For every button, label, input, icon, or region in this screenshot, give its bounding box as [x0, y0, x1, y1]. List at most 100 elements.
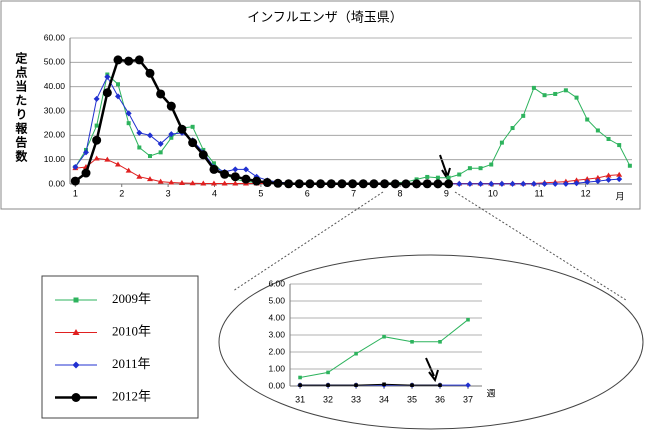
marker — [414, 177, 419, 182]
x-tick-label: 33 — [351, 394, 361, 404]
marker — [104, 156, 111, 162]
y-tick-label: 5.00 — [268, 295, 285, 305]
marker — [168, 131, 175, 138]
marker — [573, 180, 580, 187]
marker — [499, 140, 504, 145]
marker — [114, 93, 121, 100]
marker — [126, 121, 131, 126]
marker — [584, 176, 591, 182]
marker — [102, 88, 112, 98]
legend-marker — [73, 297, 79, 303]
marker — [93, 155, 100, 161]
marker — [382, 334, 386, 339]
y-tick-label: 2.00 — [268, 346, 285, 356]
marker — [166, 101, 176, 111]
x-tick-label: 8 — [398, 188, 403, 198]
marker — [594, 178, 601, 185]
marker — [467, 166, 472, 171]
legend-label: 2010年 — [112, 323, 151, 338]
y-tick-label: 0.00 — [48, 178, 65, 188]
marker — [198, 150, 208, 160]
legend-marker — [71, 393, 81, 402]
marker — [444, 179, 454, 189]
marker — [530, 180, 537, 187]
marker — [456, 180, 463, 187]
marker — [425, 174, 430, 179]
marker — [573, 177, 580, 183]
legend-marker — [72, 329, 80, 335]
marker — [616, 176, 623, 183]
x-tick-label: 32 — [323, 394, 333, 404]
y-tick-label: 30.00 — [44, 105, 66, 115]
marker — [157, 140, 164, 147]
marker — [617, 143, 622, 148]
chart-title: インフルエンザ（埼玉県） — [247, 9, 403, 24]
y-tick-label: 1.00 — [268, 363, 285, 373]
marker — [326, 179, 336, 189]
marker — [115, 82, 120, 87]
marker — [305, 179, 315, 189]
marker — [446, 175, 451, 180]
marker — [433, 179, 443, 189]
x-tick-label: 37 — [463, 394, 473, 404]
marker — [113, 55, 123, 65]
marker — [510, 126, 515, 131]
marker — [401, 179, 411, 189]
marker — [232, 166, 239, 173]
marker — [241, 174, 251, 184]
marker — [552, 180, 559, 187]
marker — [438, 383, 442, 387]
marker — [594, 174, 601, 180]
marker — [177, 124, 187, 134]
zoom-line — [454, 191, 627, 301]
marker — [147, 154, 152, 159]
marker — [627, 163, 632, 168]
marker — [478, 166, 483, 171]
x-tick-label: 6 — [305, 188, 310, 198]
marker — [382, 382, 386, 387]
marker — [209, 164, 219, 174]
marker — [157, 178, 164, 184]
y-tick-label: 0.00 — [268, 380, 285, 390]
y-tick-label: 6.00 — [268, 278, 285, 288]
x-tick-label: 34 — [379, 394, 389, 404]
x-tick-label: 36 — [435, 394, 445, 404]
marker — [422, 179, 432, 189]
marker — [563, 88, 568, 93]
marker — [489, 162, 494, 167]
marker — [553, 91, 558, 96]
marker — [316, 179, 326, 189]
marker — [521, 113, 526, 118]
chart-frame — [0, 0, 641, 210]
marker — [232, 180, 239, 186]
marker — [92, 135, 102, 145]
x-tick-label: 4 — [212, 188, 217, 198]
arrow — [425, 357, 439, 383]
marker — [326, 383, 330, 387]
marker — [337, 179, 347, 189]
marker — [211, 161, 216, 166]
marker — [369, 179, 379, 189]
legend-label: 2009年 — [112, 291, 151, 306]
y-axis-label: 定点当たり報告数 — [14, 51, 28, 164]
x-tick-label: 1 — [73, 188, 78, 198]
marker — [94, 123, 99, 128]
x-axis-label: 週 — [486, 388, 495, 398]
marker — [210, 180, 217, 186]
marker — [498, 180, 505, 187]
x-tick-label: 9 — [444, 188, 449, 198]
x-tick-label: 35 — [407, 394, 417, 404]
marker — [380, 179, 390, 189]
marker — [390, 179, 400, 189]
marker — [354, 383, 358, 387]
y-tick-label: 20.00 — [44, 130, 66, 140]
y-tick-label: 3.00 — [268, 329, 285, 339]
x-tick-label: 3 — [166, 188, 171, 198]
marker — [595, 128, 600, 133]
marker — [146, 176, 153, 182]
marker — [190, 124, 195, 129]
x-tick-label: 2 — [119, 188, 124, 198]
marker — [125, 167, 132, 173]
series-line — [300, 383, 440, 386]
marker — [294, 179, 304, 189]
